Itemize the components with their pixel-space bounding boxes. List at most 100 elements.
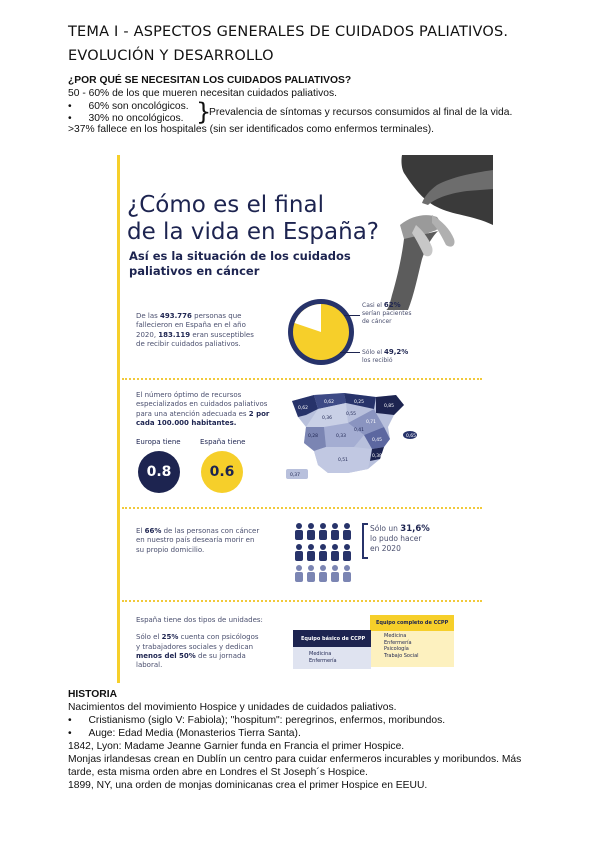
person-icon — [295, 523, 303, 540]
map-region-aragon — [348, 409, 384, 435]
why-line1: 50 - 60% de los que mueren necesitan cui… — [68, 88, 338, 99]
person-icon — [319, 544, 327, 561]
team-basic-header: Equipo básico de CCPP — [293, 630, 371, 647]
donut-bot-pre: Sólo el — [362, 349, 384, 356]
donut-bot-connector — [340, 352, 360, 353]
map-region-castilla-mancha — [324, 423, 364, 447]
historia-bullet2-text: Auge: Edad Media (Monasterios Tierra San… — [88, 728, 301, 739]
spain-map: 0,62 0,62 0,25 0,85 0,71 0,45 0,65 0,38 … — [286, 393, 417, 479]
donut-bottom-label: Sólo el 49,2% los recibió — [362, 348, 408, 365]
stat4-line4-post: de su jornada — [195, 651, 246, 660]
europa-value-circle: 0.8 — [138, 451, 180, 493]
why-heading: ¿POR QUÉ SE NECESITAN LOS CUIDADOS PALIA… — [68, 75, 352, 86]
donut-bot-value: 49,2% — [384, 348, 409, 356]
map-region-andalucia — [314, 447, 372, 473]
map-value: 0,41 — [354, 427, 364, 433]
map-value: 0,85 — [384, 403, 394, 409]
person-icon — [343, 523, 351, 540]
map-region-galicia — [292, 395, 318, 417]
map-value: 0,65 — [406, 433, 416, 439]
stat4-line4-bold: menos del 50% — [136, 651, 196, 660]
map-region-basque — [344, 393, 376, 409]
team-full-title: Equipo completo de CCPP — [376, 620, 449, 626]
map-value: 0,45 — [372, 437, 382, 443]
stat4-line4: menos del 50% de su jornada — [136, 652, 263, 661]
stat2-line1: El número óptimo de recursos — [136, 391, 242, 399]
stat4-line3: y trabajadores sociales y dedican — [136, 642, 254, 651]
infographic-subtitle-line1: Así es la situación de los cuidados — [129, 249, 351, 263]
infographic-title-line2: de la vida en España? — [127, 219, 379, 245]
team-basic-list: Medicina Enfermería — [293, 647, 371, 664]
bullet-dot: • — [68, 728, 72, 739]
donut-top-l3: de cáncer — [362, 318, 392, 325]
why-line-last: >37% fallece en los hospitales (sin ser … — [68, 124, 435, 135]
page-title-line2: EVOLUCIÓN Y DESARROLLO — [68, 48, 274, 64]
map-region-murcia — [370, 447, 384, 461]
person-icon — [343, 544, 351, 561]
separator — [122, 507, 482, 509]
stat1-susceptible: 183.119 — [158, 330, 191, 339]
stat1-line3-pre: 2020, — [136, 330, 159, 339]
map-region-catalonia — [376, 395, 404, 415]
map-value: 0,36 — [322, 415, 332, 421]
person-icon — [319, 565, 327, 582]
team-full-item: Enfermería — [384, 639, 412, 646]
stat1-line2: fallecieron en España en el año — [136, 321, 246, 330]
map-region-north — [314, 393, 346, 409]
person-icon — [319, 523, 327, 540]
historia-heading: HISTORIA — [68, 689, 118, 700]
historia-bullet1: • Cristianismo (siglo V: Fabiola); "hosp… — [68, 715, 445, 728]
map-value: 0,25 — [354, 399, 364, 405]
bullet-dot: • — [68, 113, 72, 124]
team-full-item: Medicina — [384, 633, 407, 639]
stat1-line1-post: personas que — [191, 312, 242, 320]
stat1-line1: De las 493.776 personas que — [136, 312, 254, 321]
why-bullet2: • 30% no oncológicos. — [68, 113, 184, 126]
map-value: 0,37 — [290, 472, 300, 478]
stat2-text: El número óptimo de recursos especializa… — [136, 391, 269, 428]
stat2-line3-pre: para una atención adecuada es — [136, 409, 249, 418]
why-bullet1-text: 60% son oncológicos. — [88, 101, 189, 112]
people-icon-grid — [295, 523, 351, 582]
infographic-title-line1: ¿Cómo es el final — [127, 192, 324, 218]
map-region-valencia — [364, 427, 390, 449]
why-brace-note: Prevalencia de síntomas y recursos consu… — [209, 107, 513, 118]
infographic-accent-line — [117, 155, 120, 683]
stat2-line2: especializados en cuidados paliativos — [136, 400, 268, 409]
stat3-text: El 66% de las personas con cáncer en nue… — [136, 527, 259, 555]
donut-chart — [288, 299, 354, 365]
stat1-text: De las 493.776 personas que fallecieron … — [136, 312, 254, 349]
stat3-line1-pre: El — [136, 527, 145, 535]
stat4-spacer — [136, 625, 263, 633]
stat3-line1: El 66% de las personas con cáncer — [136, 527, 259, 536]
person-icon — [295, 544, 303, 561]
stat2-line4: cada 100.000 habitantes. — [136, 418, 237, 427]
map-value: 0,62 — [324, 399, 334, 405]
stat3-line2: en nuestro país desearía morir en — [136, 536, 255, 545]
map-value: 0,62 — [298, 405, 308, 411]
person-icon — [295, 565, 303, 582]
infographic-subtitle-line2: paliativos en cáncer — [129, 264, 260, 278]
team-basic-item: Medicina — [309, 651, 332, 657]
brace-icon: } — [196, 98, 212, 126]
stat1-line3: 2020, 183.119 eran susceptibles — [136, 331, 254, 340]
why-bullet1: • 60% son oncológicos. — [68, 101, 189, 114]
map-region-baleares — [403, 431, 417, 439]
stat3-right-value: 31,6% — [400, 524, 430, 534]
bracket-top — [362, 523, 368, 525]
historia-line3: Monjas irlandesas crean en Dublín un cen… — [68, 754, 522, 765]
team-full-list: Medicina Enfermería Psicología Trabajo S… — [370, 631, 454, 659]
infographic: ¿Cómo es el final de la vida en España? … — [112, 155, 493, 683]
stat3-line1-post: de las personas con cáncer — [161, 527, 260, 535]
team-basic-item: Enfermería — [309, 657, 337, 664]
hands-photo — [342, 155, 493, 310]
donut-top-label: Casi el 62% serían pacientes de cáncer — [362, 301, 411, 326]
team-full-box: Medicina Enfermería Psicología Trabajo S… — [370, 631, 454, 667]
historia-line1: Nacimientos del movimiento Hospice y uni… — [68, 702, 397, 713]
stat3-line1-bold: 66% — [144, 527, 162, 535]
stat3-right-l2: lo pudo hacer — [370, 534, 422, 543]
why-bullet2-text: 30% no oncológicos. — [88, 113, 184, 124]
map-value: 0,28 — [308, 433, 318, 439]
historia-bullet2: • Auge: Edad Media (Monasterios Tierra S… — [68, 728, 301, 741]
bracket-line — [362, 523, 364, 559]
